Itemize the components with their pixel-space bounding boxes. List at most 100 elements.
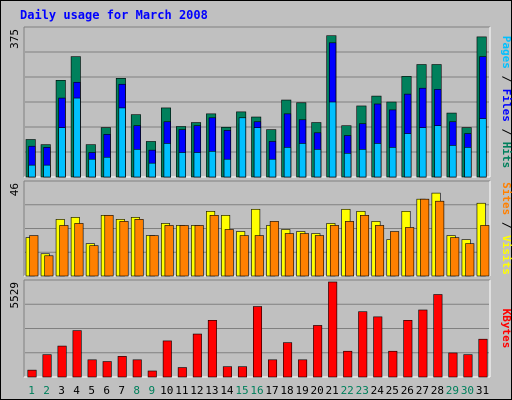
series-label-top: Pages / Files / Hits [500, 36, 512, 169]
bar-pages [419, 127, 427, 178]
bar-kbytes [358, 311, 368, 378]
bar-sites [254, 235, 264, 277]
bar-kbytes [87, 359, 97, 378]
bar-pages [404, 133, 412, 178]
bar-kbytes [57, 345, 67, 378]
bar-kbytes [72, 330, 82, 378]
bar-kbytes [252, 306, 263, 378]
bar-sites [209, 215, 219, 277]
bar-kbytes [42, 354, 52, 378]
bar-pages [253, 127, 262, 178]
x-tick-label: 6 [103, 384, 110, 397]
y-max-label-middle: 46 [8, 183, 21, 196]
bar-sites [119, 221, 129, 277]
x-tick-label: 30 [461, 384, 474, 397]
x-tick-label: 10 [160, 384, 173, 397]
bar-sites [179, 225, 189, 277]
bar-pages [328, 101, 337, 178]
x-tick-label: 4 [73, 384, 80, 397]
bar-pages [88, 158, 96, 178]
bar-kbytes [132, 359, 142, 378]
bar-sites [360, 215, 370, 277]
x-tick-label: 11 [175, 384, 188, 397]
bar-kbytes [298, 359, 308, 378]
series-label-part: Hits [500, 142, 512, 169]
bar-pages [58, 127, 66, 178]
bar-kbytes [237, 366, 247, 378]
bar-kbytes [373, 316, 383, 378]
bar-sites [329, 225, 339, 277]
bar-kbytes [403, 319, 413, 378]
x-tick-label: 5 [88, 384, 95, 397]
x-tick-label: 31 [476, 384, 489, 397]
bar-pages [163, 143, 171, 178]
bar-kbytes [207, 319, 217, 378]
x-tick-label: 27 [416, 384, 429, 397]
series-label-part: Files [500, 89, 512, 122]
x-tick-label: 29 [446, 384, 459, 397]
bar-sites [29, 235, 39, 277]
bar-sites [59, 225, 69, 277]
x-tick-label: 25 [386, 384, 399, 397]
bar-kbytes [268, 359, 278, 378]
bar-pages [28, 164, 36, 178]
bar-kbytes [388, 350, 398, 378]
bar-sites [149, 235, 159, 277]
bar-kbytes [448, 352, 458, 378]
bar-kbytes [463, 354, 473, 378]
bar-sites [134, 219, 144, 277]
series-label-bottom: KBytes [500, 309, 512, 349]
x-tick-label: 3 [58, 384, 65, 397]
bar-pages [193, 152, 201, 178]
bar-kbytes [27, 369, 37, 378]
bar-kbytes [102, 361, 112, 378]
x-tick-label: 2 [43, 384, 50, 397]
bar-sites [44, 255, 54, 277]
bar-pages [103, 156, 111, 178]
bar-sites [194, 225, 204, 277]
bar-kbytes [283, 342, 293, 378]
series-label-separator: / [500, 69, 512, 89]
bar-kbytes [177, 367, 187, 378]
bar-kbytes [222, 366, 232, 378]
bar-pages [313, 149, 322, 178]
bar-kbytes [162, 340, 172, 378]
bar-pages [464, 147, 472, 178]
bar-pages [148, 162, 156, 178]
bar-sites [420, 198, 430, 277]
x-tick-label: 15 [235, 384, 248, 397]
bar-sites [239, 235, 249, 277]
bar-pages [178, 152, 186, 178]
x-tick-label: 19 [295, 384, 308, 397]
x-tick-label: 24 [371, 384, 385, 397]
x-tick-label: 18 [280, 384, 293, 397]
x-tick-label: 28 [431, 384, 444, 397]
x-tick-label: 16 [250, 384, 263, 397]
bar-sites [269, 221, 279, 277]
x-tick-label: 9 [148, 384, 155, 397]
bar-sites [450, 237, 460, 277]
bar-pages [344, 153, 352, 178]
bar-kbytes [418, 309, 428, 378]
x-tick-label: 14 [220, 384, 234, 397]
x-tick-label: 7 [118, 384, 125, 397]
y-max-label-bottom: 5529 [8, 282, 21, 309]
bar-sites [390, 231, 400, 277]
series-label-part: KBytes [500, 309, 512, 349]
bar-sites [89, 245, 99, 277]
series-label-middle: Sites / Visits [500, 182, 512, 275]
bar-kbytes [192, 333, 202, 378]
bar-sites [104, 215, 114, 277]
bar-kbytes [313, 325, 323, 378]
y-max-label-top: 375 [8, 29, 21, 49]
bar-pages [118, 107, 126, 178]
x-tick-label: 17 [265, 384, 278, 397]
bar-pages [208, 151, 216, 178]
bar-pages [298, 143, 307, 178]
chart-title: Daily usage for March 2008 [20, 8, 208, 22]
x-tick-label: 13 [205, 384, 218, 397]
x-tick-label: 20 [311, 384, 324, 397]
bar-sites [480, 225, 490, 277]
bar-kbytes [343, 350, 353, 378]
